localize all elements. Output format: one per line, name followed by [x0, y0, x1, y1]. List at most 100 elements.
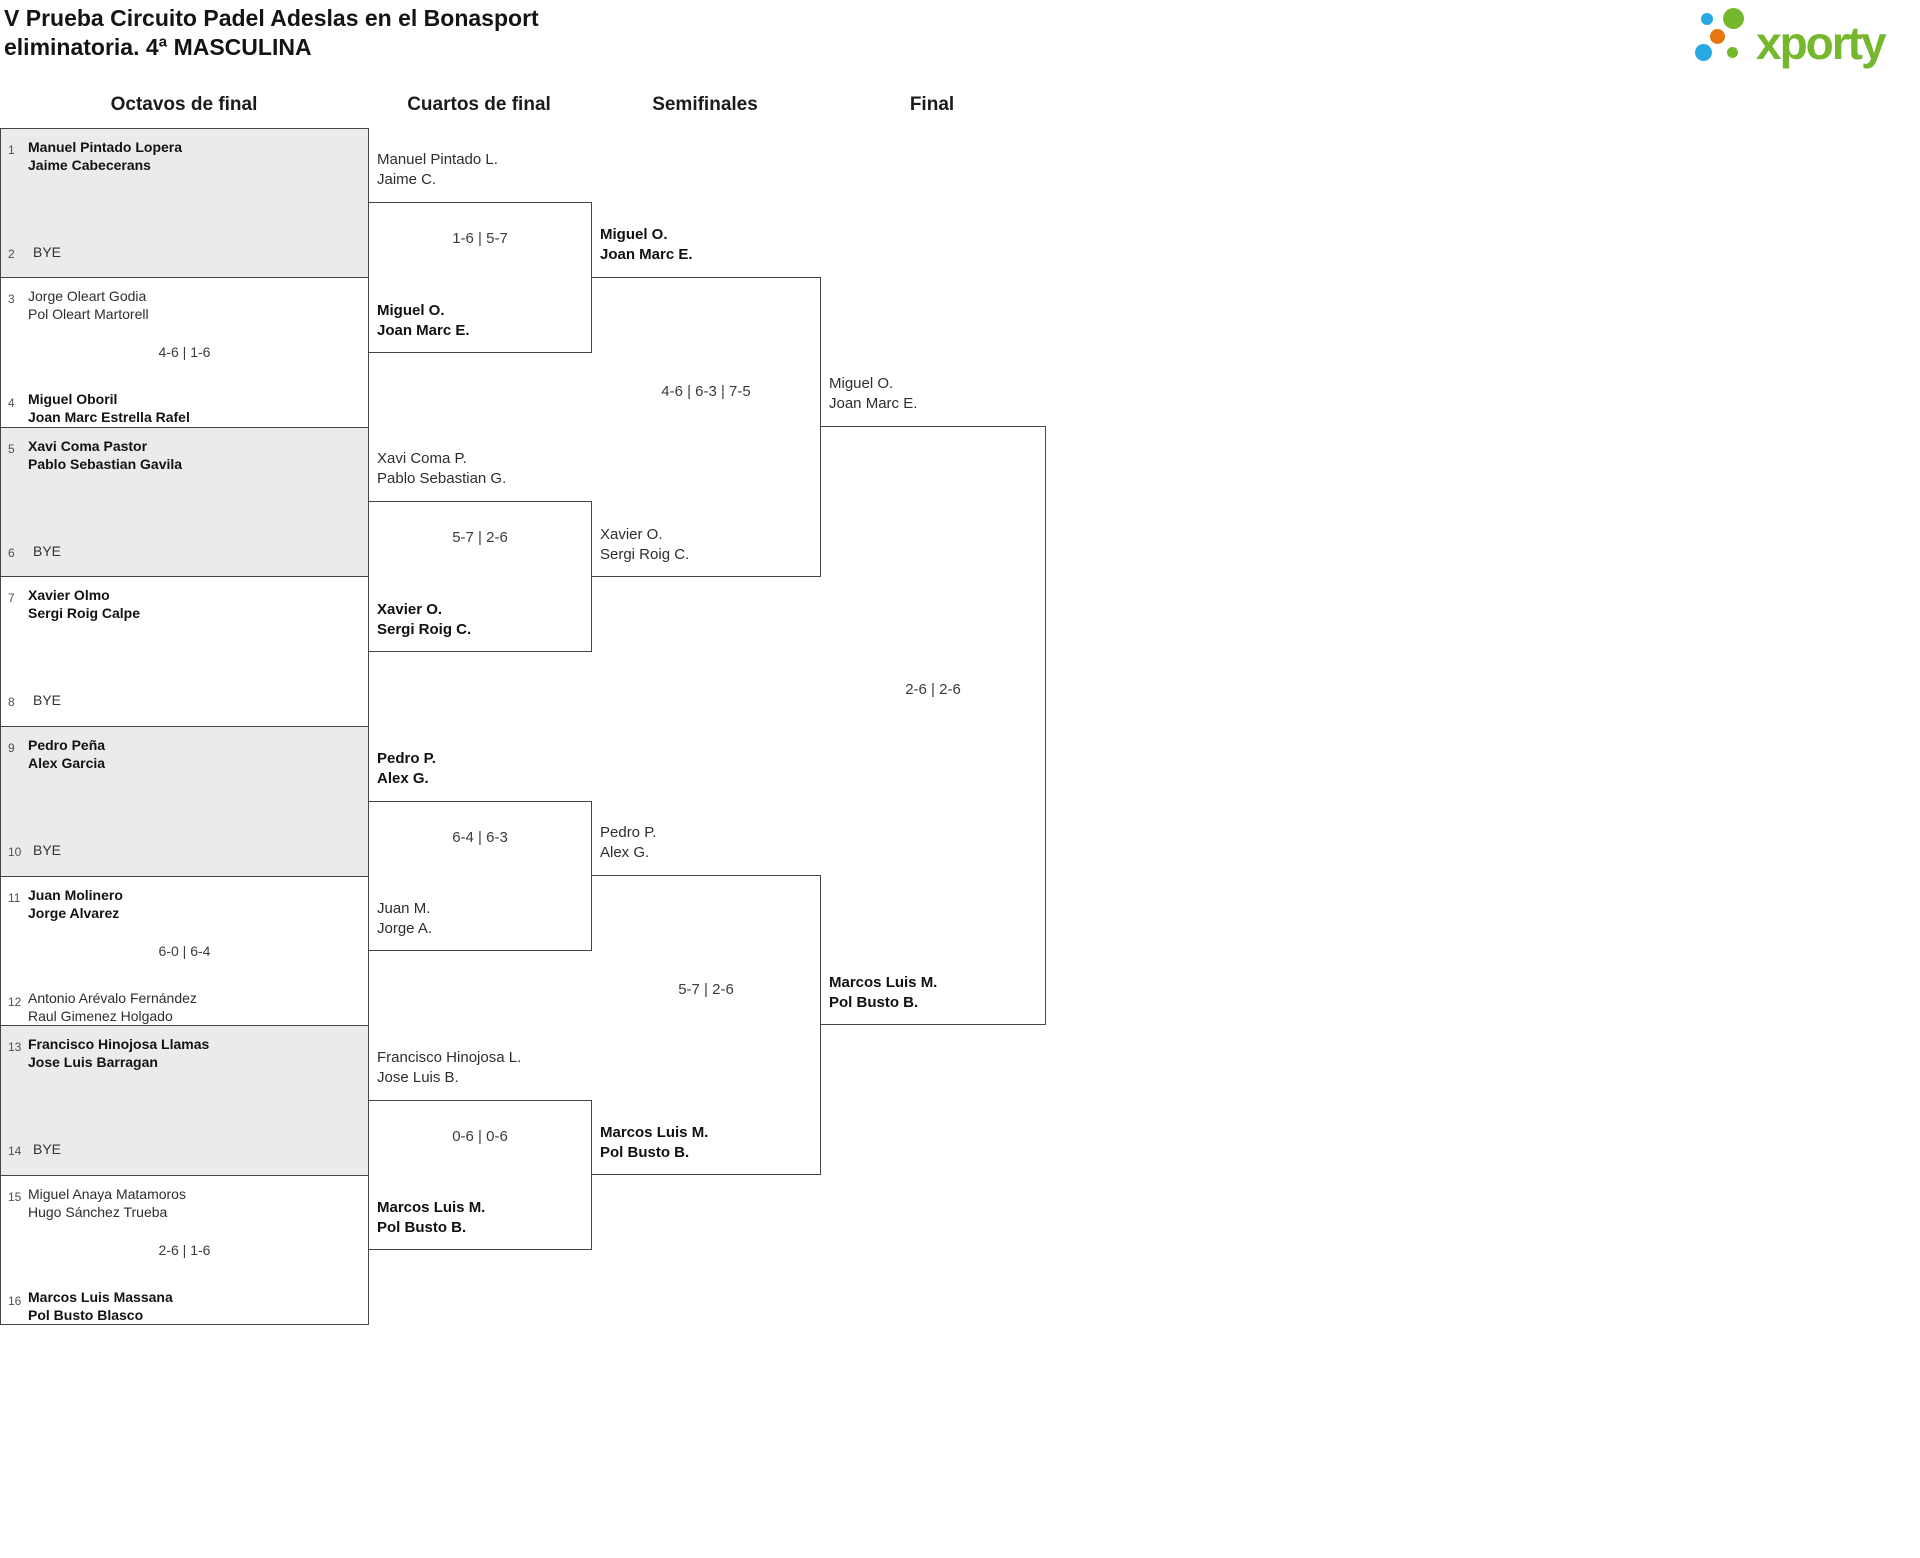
match-score: 2-6 | 2-6: [905, 681, 961, 698]
team-pair: Xavier O. Sergi Roig C.: [377, 600, 471, 640]
player-name: Sergi Roig Calpe: [28, 605, 141, 621]
bye-label: BYE: [33, 1141, 62, 1157]
player-name: Pol Busto Blasco: [28, 1307, 144, 1323]
player-name: Alex Garcia: [28, 755, 106, 771]
player-name: Xavi Coma Pastor: [28, 438, 148, 454]
player-name: Pablo Sebastian Gavila: [28, 456, 183, 472]
match-box: [368, 801, 592, 951]
seed-number: 11: [8, 891, 21, 905]
team-pair: Xavier O. Sergi Roig C.: [600, 525, 689, 565]
player-name: Jaime C.: [377, 171, 437, 188]
team-pair: Marcos Luis M. Pol Busto B.: [600, 1123, 708, 1163]
qf-match-2: Xavi Coma P. Pablo Sebastian G. 5-7 | 2-…: [368, 441, 592, 652]
player-name: Juan Molinero: [28, 887, 123, 903]
bye-label: BYE: [33, 244, 62, 260]
player-name: Joan Marc E.: [377, 322, 470, 339]
seed-number: 15: [8, 1190, 22, 1204]
page-title-line2: eliminatoria. 4ª MASCULINA: [4, 34, 312, 60]
team-pair: Xavi Coma P. Pablo Sebastian G.: [377, 449, 506, 489]
seed-number: 2: [8, 247, 15, 261]
seed-number: 10: [8, 845, 22, 859]
player-name: Pedro Peña: [28, 737, 106, 753]
player-name: Alex G.: [600, 844, 650, 861]
team-pair: Miguel O. Joan Marc E.: [600, 225, 693, 265]
seed-number: 9: [8, 741, 15, 755]
player-name: Jose Luis Barragan: [28, 1054, 158, 1070]
round-header-semifinales: Semifinales: [652, 94, 758, 115]
player-name: Xavier O.: [377, 601, 443, 618]
team-pair: Marcos Luis Massana Pol Busto Blasco: [28, 1288, 173, 1324]
match-score: 4-6 | 6-3 | 7-5: [661, 383, 751, 400]
team-pair: Manuel Pintado L. Jaime C.: [377, 150, 498, 190]
team-pair: Marcos Luis M. Pol Busto B.: [377, 1198, 485, 1238]
player-name: Joan Marc E.: [829, 395, 918, 412]
player-name: Marcos Luis M.: [829, 974, 938, 991]
team-pair: Pedro P. Alex G.: [377, 749, 436, 789]
qf-match-3: Pedro P. Alex G. 6-4 | 6-3 Juan M. Jorge…: [368, 741, 592, 951]
seed-number: 3: [8, 292, 15, 306]
player-name: Miguel Anaya Matamoros: [28, 1186, 186, 1202]
logo-dot-blue-large-icon: [1695, 44, 1712, 61]
sf-match-1: Miguel O. Joan Marc E. 4-6 | 6-3 | 7-5 X…: [591, 217, 821, 577]
match-score: 5-7 | 2-6: [678, 981, 734, 998]
player-name: Jorge Alvarez: [28, 905, 120, 921]
player-name: Jorge A.: [377, 920, 433, 937]
seed-number: 14: [8, 1144, 22, 1158]
match-score: 1-6 | 5-7: [452, 230, 508, 247]
player-name: Jose Luis B.: [377, 1069, 459, 1086]
seed-number: 1: [8, 143, 15, 157]
player-name: Pedro P.: [600, 824, 657, 841]
seed-number: 4: [8, 396, 15, 410]
seed-number: 7: [8, 591, 15, 605]
match-box: [820, 426, 1046, 1025]
team-pair: Xavier Olmo Sergi Roig Calpe: [28, 586, 140, 622]
player-name: Hugo Sánchez Trueba: [28, 1204, 168, 1220]
logo-dot-green-large-icon: [1723, 8, 1744, 29]
player-name: Joan Marc E.: [600, 246, 693, 263]
bye-label: BYE: [33, 543, 62, 559]
team-pair: Miguel O. Joan Marc E.: [377, 301, 470, 341]
team-pair: Pedro Peña Alex Garcia: [28, 736, 105, 772]
match-box: [591, 277, 821, 577]
r16-match-4: 7 Xavier Olmo Sergi Roig Calpe 8 BYE: [0, 576, 369, 727]
final-match: Miguel O. Joan Marc E. 2-6 | 2-6 Marcos …: [820, 366, 1046, 1025]
team-pair: Marcos Luis M. Pol Busto B.: [829, 973, 937, 1013]
team-pair: Francisco Hinojosa Llamas Jose Luis Barr…: [28, 1035, 209, 1071]
r16-match-3: 5 Xavi Coma Pastor Pablo Sebastian Gavil…: [0, 427, 369, 577]
team-pair: Miguel O. Joan Marc E.: [829, 374, 917, 414]
player-name: Joan Marc Estrella Rafel: [28, 409, 190, 425]
seed-number: 13: [8, 1040, 22, 1054]
qf-match-4: Francisco Hinojosa L. Jose Luis B. 0-6 |…: [368, 1040, 592, 1250]
r16-match-8: 15 Miguel Anaya Matamoros Hugo Sánchez T…: [0, 1175, 369, 1325]
player-name: Francisco Hinojosa L.: [377, 1049, 522, 1066]
round-header-octavos: Octavos de final: [110, 94, 258, 115]
player-name: Antonio Arévalo Fernández: [28, 990, 197, 1006]
xporty-logo[interactable]: xporty: [1688, 2, 1920, 76]
player-name: Xavier Olmo: [28, 587, 110, 603]
player-name: Pablo Sebastian G.: [377, 470, 507, 487]
team-pair: Manuel Pintado Lopera Jaime Cabecerans: [28, 138, 182, 174]
seed-number: 5: [8, 442, 15, 456]
player-name: Miguel O.: [600, 226, 668, 243]
player-name: Raul Gimenez Holgado: [28, 1008, 173, 1024]
player-name: Jaime Cabecerans: [28, 157, 151, 173]
match-box: [368, 1100, 592, 1250]
player-name: Xavier O.: [600, 526, 663, 543]
bye-label: BYE: [33, 842, 62, 858]
team-pair: Juan Molinero Jorge Alvarez: [28, 886, 123, 922]
match-box: [591, 875, 821, 1175]
player-name: Manuel Pintado Lopera: [28, 139, 183, 155]
logo-dot-orange-icon: [1710, 29, 1725, 44]
player-name: Miguel O.: [829, 375, 894, 392]
player-name: Alex G.: [377, 770, 429, 787]
player-name: Sergi Roig C.: [377, 621, 472, 638]
match-score: 4-6 | 1-6: [158, 344, 211, 360]
seed-number: 8: [8, 695, 15, 709]
team-pair: Miguel Anaya Matamoros Hugo Sánchez True…: [28, 1185, 186, 1221]
match-score: 6-4 | 6-3: [452, 829, 508, 846]
logo-dot-blue-small-icon: [1701, 13, 1713, 25]
player-name: Marcos Luis M.: [377, 1199, 486, 1216]
player-name: Xavi Coma P.: [377, 450, 467, 467]
logo-dot-green-small-icon: [1727, 47, 1738, 58]
r16-match-7: 13 Francisco Hinojosa Llamas Jose Luis B…: [0, 1025, 369, 1176]
